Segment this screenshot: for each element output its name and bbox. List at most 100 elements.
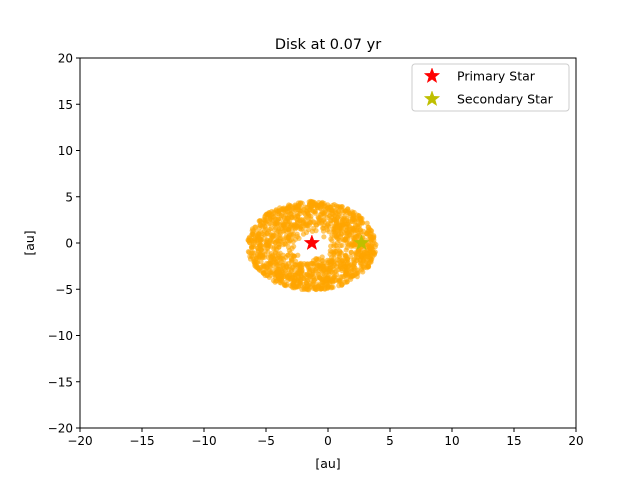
disk-particle bbox=[339, 204, 345, 210]
disk-particle bbox=[275, 238, 281, 244]
legend: Primary Star Secondary Star bbox=[411, 63, 570, 112]
disk-particle bbox=[289, 245, 295, 251]
disk-particle bbox=[351, 235, 357, 241]
disk-particle bbox=[328, 243, 334, 249]
disk-particle bbox=[286, 202, 292, 208]
disk-particle bbox=[321, 234, 327, 240]
disk-particle bbox=[269, 258, 276, 264]
disk-particle bbox=[333, 242, 339, 249]
disk-particle bbox=[339, 217, 346, 223]
disk-particle bbox=[359, 215, 365, 222]
disk-particle bbox=[322, 282, 328, 288]
disk-particle bbox=[337, 233, 344, 239]
disk-particle bbox=[276, 276, 282, 282]
y-tick-label: −20 bbox=[48, 422, 73, 436]
y-tick-label: −10 bbox=[48, 329, 73, 343]
disk-particle bbox=[307, 284, 313, 290]
disk-particle bbox=[269, 217, 275, 223]
disk-particle bbox=[349, 272, 355, 279]
disk-particle bbox=[328, 236, 334, 242]
y-tick-label: −5 bbox=[55, 283, 73, 297]
disk-particle bbox=[272, 213, 278, 219]
disk-particle bbox=[284, 238, 291, 244]
disk-particle bbox=[280, 274, 286, 280]
disk-particle bbox=[351, 216, 357, 222]
disk-particle bbox=[249, 226, 256, 232]
disk-particle bbox=[333, 234, 339, 240]
x-axis-label: [au] bbox=[315, 456, 340, 471]
legend-secondary-marker bbox=[423, 90, 441, 107]
disk-particle bbox=[372, 244, 378, 250]
legend-box bbox=[411, 63, 570, 112]
disk-particle bbox=[321, 211, 327, 217]
disk-particle bbox=[352, 251, 359, 257]
disk-particle bbox=[352, 265, 358, 271]
disk-particle bbox=[343, 221, 349, 227]
secondary-star-marker bbox=[353, 234, 370, 251]
disk-particle bbox=[292, 214, 298, 220]
disk-particle bbox=[258, 243, 264, 249]
disk-particle bbox=[276, 209, 282, 215]
x-tick-label: −15 bbox=[129, 434, 154, 448]
disk-particle bbox=[248, 250, 255, 256]
legend-secondary-label: Secondary Star bbox=[457, 92, 554, 107]
disk-particle bbox=[327, 262, 333, 268]
disk-particle bbox=[358, 229, 364, 235]
disk-particle bbox=[311, 277, 318, 283]
disk-particle bbox=[327, 257, 333, 264]
x-tick-label: 10 bbox=[444, 434, 459, 448]
disk-particle bbox=[336, 213, 342, 219]
disk-particle bbox=[356, 247, 362, 253]
disk-particle bbox=[347, 232, 353, 238]
disk-particle bbox=[326, 223, 332, 229]
disk-particle bbox=[277, 279, 283, 286]
disk-particle bbox=[331, 255, 337, 261]
disk-particle bbox=[261, 217, 267, 223]
disk-particle bbox=[309, 228, 316, 234]
disk-particle bbox=[306, 212, 312, 218]
disk-particle bbox=[247, 240, 253, 246]
disk-particle bbox=[336, 283, 342, 289]
disk-particle bbox=[363, 250, 370, 256]
disk-particle bbox=[257, 222, 263, 228]
disk-particle bbox=[265, 261, 271, 267]
y-tick-label: 5 bbox=[65, 190, 73, 204]
disk-particle bbox=[320, 217, 326, 224]
disk-particle bbox=[342, 252, 348, 259]
disk-particle bbox=[281, 205, 287, 211]
x-tick-label: 15 bbox=[506, 434, 521, 448]
y-tick-label: 0 bbox=[65, 237, 73, 251]
disk-particle bbox=[317, 205, 324, 211]
disk-particle bbox=[285, 252, 291, 258]
disk-particle bbox=[365, 224, 372, 230]
disk-particle bbox=[344, 245, 350, 251]
disk-particle bbox=[252, 263, 258, 269]
disk-particle bbox=[284, 215, 291, 221]
disk-particle bbox=[329, 202, 336, 209]
x-tick-label: −20 bbox=[67, 434, 92, 448]
disk-particle bbox=[262, 248, 269, 254]
disk-particle bbox=[251, 232, 257, 238]
disk-particle bbox=[345, 260, 351, 266]
disk-particle bbox=[248, 244, 255, 250]
y-axis-label: [au] bbox=[22, 230, 37, 255]
disk-particle bbox=[299, 200, 305, 206]
disk-particle bbox=[290, 264, 296, 271]
y-tick-label: 15 bbox=[58, 98, 73, 112]
disk-particle bbox=[264, 272, 270, 278]
y-tick-label: 20 bbox=[58, 52, 73, 66]
disk-particle bbox=[297, 208, 303, 214]
disk-particle bbox=[353, 222, 359, 228]
disk-particle bbox=[353, 270, 359, 277]
disk-particle bbox=[364, 220, 370, 226]
disk-particle bbox=[339, 274, 345, 280]
disk-particle bbox=[365, 263, 371, 269]
disk-particle bbox=[368, 243, 375, 249]
x-tick-label: −10 bbox=[191, 434, 216, 448]
disk-particle bbox=[324, 276, 330, 282]
disk-particle bbox=[283, 270, 289, 276]
disk-particle bbox=[274, 268, 280, 275]
disk-particle bbox=[337, 249, 343, 255]
disk-particle bbox=[283, 263, 290, 269]
